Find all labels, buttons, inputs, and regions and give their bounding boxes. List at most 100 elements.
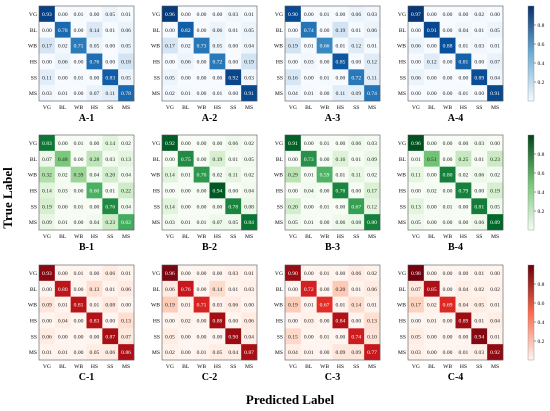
heatmap-panel-C-4: 0.98 0.00 0.00 0.00 0.01 0.00 0.07 0.85 0.00 0.04… bbox=[397, 264, 504, 383]
y-tick-label: VG bbox=[152, 271, 160, 277]
heatmap-cell bbox=[471, 280, 488, 297]
cell-value-label: 0.00 bbox=[74, 188, 84, 194]
cell-value-label: 0.00 bbox=[288, 59, 298, 65]
cell-value-label: 0.04 bbox=[459, 287, 469, 293]
cell-value-label: 0.01 bbox=[181, 303, 191, 309]
cell-value-label: 0.00 bbox=[165, 59, 175, 65]
heatmap-cell bbox=[102, 135, 119, 152]
y-tick-label: SS bbox=[154, 334, 160, 340]
cell-value-label: 0.80 bbox=[367, 220, 377, 226]
heatmap-cell bbox=[86, 280, 103, 297]
x-tick-label: BL bbox=[59, 234, 67, 240]
y-tick-label: BL bbox=[30, 157, 38, 163]
heatmap-cell bbox=[439, 21, 456, 38]
y-tick-label: HS bbox=[30, 318, 37, 324]
heatmap-cell bbox=[86, 198, 103, 215]
cell-value-label: 0.01 bbox=[105, 287, 115, 293]
heatmap-cell bbox=[285, 265, 302, 282]
panel-frame bbox=[407, 5, 504, 102]
cell-value-label: 0.06 bbox=[58, 59, 68, 65]
cell-value-label: 0.83 bbox=[105, 75, 115, 81]
heatmap-cell bbox=[118, 344, 135, 361]
heatmap-cell bbox=[118, 6, 135, 23]
cell-value-label: 0.00 bbox=[459, 12, 469, 18]
heatmap-cell bbox=[70, 182, 87, 199]
cell-value-label: 0.00 bbox=[336, 334, 346, 340]
cell-value-label: 0.87 bbox=[105, 334, 115, 340]
cell-value-label: 0.84 bbox=[244, 220, 254, 226]
y-tick-label: MS bbox=[275, 350, 283, 356]
y-tick-label: SS bbox=[277, 75, 283, 81]
colorbar-tick-label: 0.4 bbox=[538, 61, 545, 67]
heatmap-cell bbox=[408, 166, 425, 183]
cell-value-label: 0.04 bbox=[90, 173, 100, 179]
heatmap-cell bbox=[162, 312, 179, 329]
cell-value-label: 0.02 bbox=[165, 350, 175, 356]
heatmap-cell bbox=[316, 6, 333, 23]
heatmap-cell bbox=[241, 37, 258, 54]
heatmap-cell bbox=[316, 135, 333, 152]
heatmap-cell bbox=[177, 214, 194, 231]
x-tick-label: SS bbox=[230, 234, 236, 240]
cell-value-label: 0.00 bbox=[74, 220, 84, 226]
cell-value-label: 0.01 bbox=[320, 75, 330, 81]
panel-frame bbox=[161, 5, 258, 102]
heatmap-cell bbox=[439, 198, 456, 215]
cell-value-label: 0.05 bbox=[105, 12, 115, 18]
heatmap-cell bbox=[300, 53, 317, 70]
cell-value-label: 0.97 bbox=[411, 12, 421, 18]
cell-value-label: 0.00 bbox=[197, 12, 207, 18]
y-tick-label: VG bbox=[275, 12, 283, 18]
heatmap-cell bbox=[439, 37, 456, 54]
cell-value-label: 0.00 bbox=[58, 75, 68, 81]
cell-value-label: 0.00 bbox=[304, 12, 314, 18]
cell-value-label: 0.76 bbox=[90, 59, 100, 65]
cell-value-label: 0.06 bbox=[228, 303, 238, 309]
heatmap-cell bbox=[86, 328, 103, 345]
heatmap-cell bbox=[455, 53, 472, 70]
heatmap-cell bbox=[241, 21, 258, 38]
cell-value-label: 0.87 bbox=[244, 350, 254, 356]
heatmap-cell bbox=[209, 21, 226, 38]
heatmap-cell bbox=[487, 37, 504, 54]
panel-frame bbox=[284, 264, 381, 361]
heatmap-cell bbox=[177, 265, 194, 282]
heatmap-cell bbox=[39, 69, 56, 86]
heatmap-panel-B-4: 0.96 0.00 0.00 0.00 0.03 0.00 0.01 0.51 0.00 0.25… bbox=[397, 134, 504, 253]
x-tick-label: WB bbox=[197, 105, 206, 111]
cell-value-label: 0.00 bbox=[443, 271, 453, 277]
cell-value-label: 0.06 bbox=[121, 287, 131, 293]
colorbar-gradient bbox=[527, 5, 535, 102]
x-tick-label: MS bbox=[245, 105, 253, 111]
y-tick-label: HS bbox=[276, 188, 283, 194]
heatmap-cell bbox=[423, 328, 440, 345]
cell-value-label: 0.00 bbox=[181, 75, 191, 81]
heatmap-cell bbox=[423, 69, 440, 86]
cell-value-label: 0.00 bbox=[427, 91, 437, 97]
cell-value-label: 0.00 bbox=[351, 59, 361, 65]
cell-value-label: 0.19 bbox=[213, 157, 223, 163]
heatmap-cell bbox=[316, 85, 333, 102]
cell-value-label: 0.00 bbox=[74, 318, 84, 324]
x-tick-label: MS bbox=[245, 234, 253, 240]
cell-value-label: 0.03 bbox=[474, 44, 484, 50]
cell-value-label: 0.01 bbox=[105, 188, 115, 194]
cell-value-label: 0.20 bbox=[288, 204, 298, 210]
heatmap-cell bbox=[118, 69, 135, 86]
cell-value-label: 0.09 bbox=[42, 220, 52, 226]
heatmap-cell bbox=[316, 182, 333, 199]
heatmap-cell bbox=[300, 37, 317, 54]
cell-value-label: 0.07 bbox=[121, 334, 131, 340]
cell-value-label: 0.01 bbox=[197, 220, 207, 226]
cell-value-label: 0.03 bbox=[367, 141, 377, 147]
cell-value-label: 0.19 bbox=[490, 188, 500, 194]
panel-frame bbox=[38, 5, 135, 102]
colorbar-tick-label: 0.6 bbox=[538, 301, 545, 307]
heatmap-cell bbox=[471, 69, 488, 86]
cell-value-label: 0.00 bbox=[336, 75, 346, 81]
cell-value-label: 0.00 bbox=[304, 334, 314, 340]
heatmap-cell bbox=[86, 166, 103, 183]
cell-value-label: 0.01 bbox=[474, 28, 484, 34]
heatmap-cell bbox=[439, 296, 456, 313]
